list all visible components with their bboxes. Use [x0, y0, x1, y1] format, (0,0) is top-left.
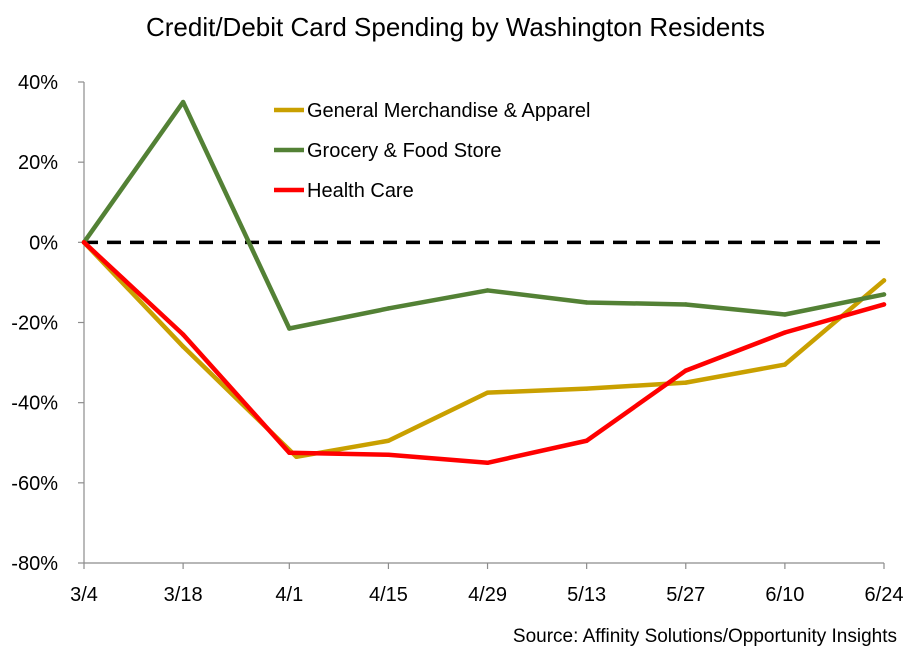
y-tick-label: -60% [11, 473, 58, 495]
y-tick-label: -80% [11, 553, 58, 575]
legend-label-1: General Merchandise & Apparel [307, 100, 591, 122]
x-tick-label: 4/29 [468, 584, 507, 606]
data-point-series-2 [683, 302, 688, 307]
data-point-series-3 [881, 302, 887, 307]
legend-label-3: Health Care [307, 180, 414, 202]
data-point-series-1 [485, 390, 490, 395]
x-tick-label: 6/24 [865, 584, 904, 606]
y-tick-label: 0% [29, 232, 58, 254]
data-point-series-3 [386, 452, 391, 457]
series-line-2 [81, 99, 887, 331]
data-point-series-3 [485, 460, 490, 465]
x-tick-label: 5/13 [567, 584, 606, 606]
data-point-series-2 [485, 288, 490, 293]
data-point-series-1 [584, 386, 589, 391]
x-tick-label: 5/27 [666, 584, 705, 606]
x-tick-label: 4/1 [275, 584, 303, 606]
data-point-series-2 [881, 292, 887, 297]
data-point-series-2 [782, 312, 788, 317]
x-tick-label: 4/15 [369, 584, 408, 606]
data-point-series-2 [584, 300, 589, 305]
source-note: Source: Affinity Solutions/Opportunity I… [512, 626, 897, 647]
data-point-series-3 [287, 450, 292, 455]
data-point-series-3 [782, 330, 788, 335]
data-point-series-2 [287, 326, 292, 331]
series-line-1 [81, 240, 887, 460]
data-point-series-1 [782, 362, 788, 367]
data-point-series-1 [386, 438, 391, 443]
series-line-3 [81, 240, 887, 466]
data-point-series-3 [81, 240, 87, 245]
chart-title: Credit/Debit Card Spending by Washington… [145, 12, 766, 42]
data-point-series-3 [180, 332, 186, 337]
x-tick-label: 3/4 [70, 584, 98, 606]
legend-label-2: Grocery & Food Store [307, 140, 502, 162]
data-point-series-2 [180, 99, 186, 105]
y-tick-label: 20% [18, 152, 58, 174]
data-point-series-1 [180, 344, 186, 349]
y-tick-label: -20% [11, 313, 58, 335]
x-tick-label: 3/18 [164, 584, 203, 606]
data-point-series-3 [584, 438, 589, 443]
data-point-series-1 [881, 278, 887, 283]
y-tick-label: 40% [18, 72, 58, 94]
data-point-series-3 [683, 368, 688, 373]
data-point-series-1 [294, 454, 299, 459]
data-point-series-1 [683, 380, 688, 385]
x-tick-label: 6/10 [765, 584, 804, 606]
data-point-series-2 [386, 306, 391, 311]
y-tick-label: -40% [11, 393, 58, 415]
